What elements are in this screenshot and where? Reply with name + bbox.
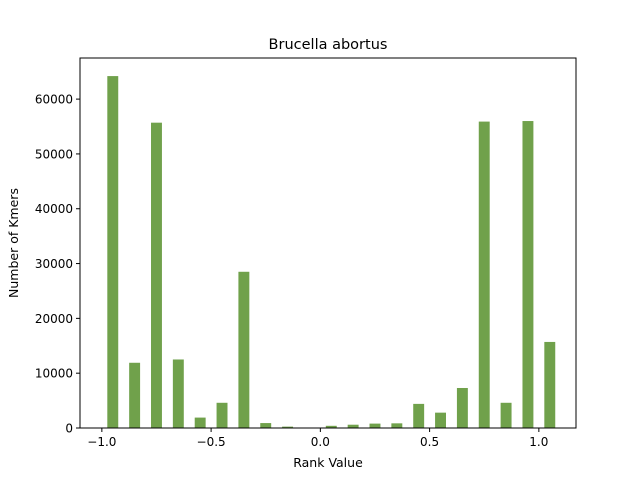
bar-4 [194, 417, 206, 428]
bar-12 [369, 423, 381, 428]
bar-10 [325, 425, 337, 428]
bars [107, 76, 556, 429]
y-tick-label-1: 10000 [35, 367, 73, 381]
bar-8 [282, 426, 294, 428]
bar-2 [151, 122, 162, 429]
x-tick-label-2: 0.0 [311, 435, 330, 449]
y-axis-label: Number of Kmers [6, 188, 21, 298]
y-tick-label-0: 0 [65, 422, 73, 436]
x-tick-label-0: −1.0 [87, 435, 116, 449]
x-axis-label: Rank Value [293, 455, 363, 470]
x-tick-label-1: −0.5 [197, 435, 226, 449]
y-tick-label-2: 20000 [35, 312, 73, 326]
bar-1 [129, 362, 141, 428]
x-axis-ticks: −1.0 −0.5 0.0 0.5 1.0 [87, 428, 548, 449]
y-tick-label-6: 60000 [35, 93, 73, 107]
bar-18 [500, 402, 512, 428]
y-axis-ticks: 0 10000 20000 30000 40000 50000 60000 [35, 93, 80, 436]
bar-3 [172, 359, 184, 428]
bar-20 [544, 341, 556, 428]
bar-14 [413, 403, 425, 428]
y-tick-label-4: 40000 [35, 202, 73, 216]
plot-frame [79, 57, 577, 429]
bar-19 [522, 121, 534, 428]
bar-16 [456, 387, 468, 428]
x-tick-label-3: 0.5 [420, 435, 439, 449]
bar-11 [347, 424, 359, 428]
bar-13 [391, 423, 403, 428]
bar-6 [238, 271, 250, 428]
bar-5 [216, 402, 228, 428]
bar-15 [435, 412, 446, 428]
bar-17 [478, 121, 490, 428]
y-tick-label-5: 50000 [35, 147, 73, 161]
x-tick-label-4: 1.0 [529, 435, 548, 449]
chart-title: Brucella abortus [269, 37, 388, 53]
bar-0 [107, 76, 119, 428]
y-tick-label-3: 30000 [35, 257, 73, 271]
bar-7 [260, 423, 272, 428]
